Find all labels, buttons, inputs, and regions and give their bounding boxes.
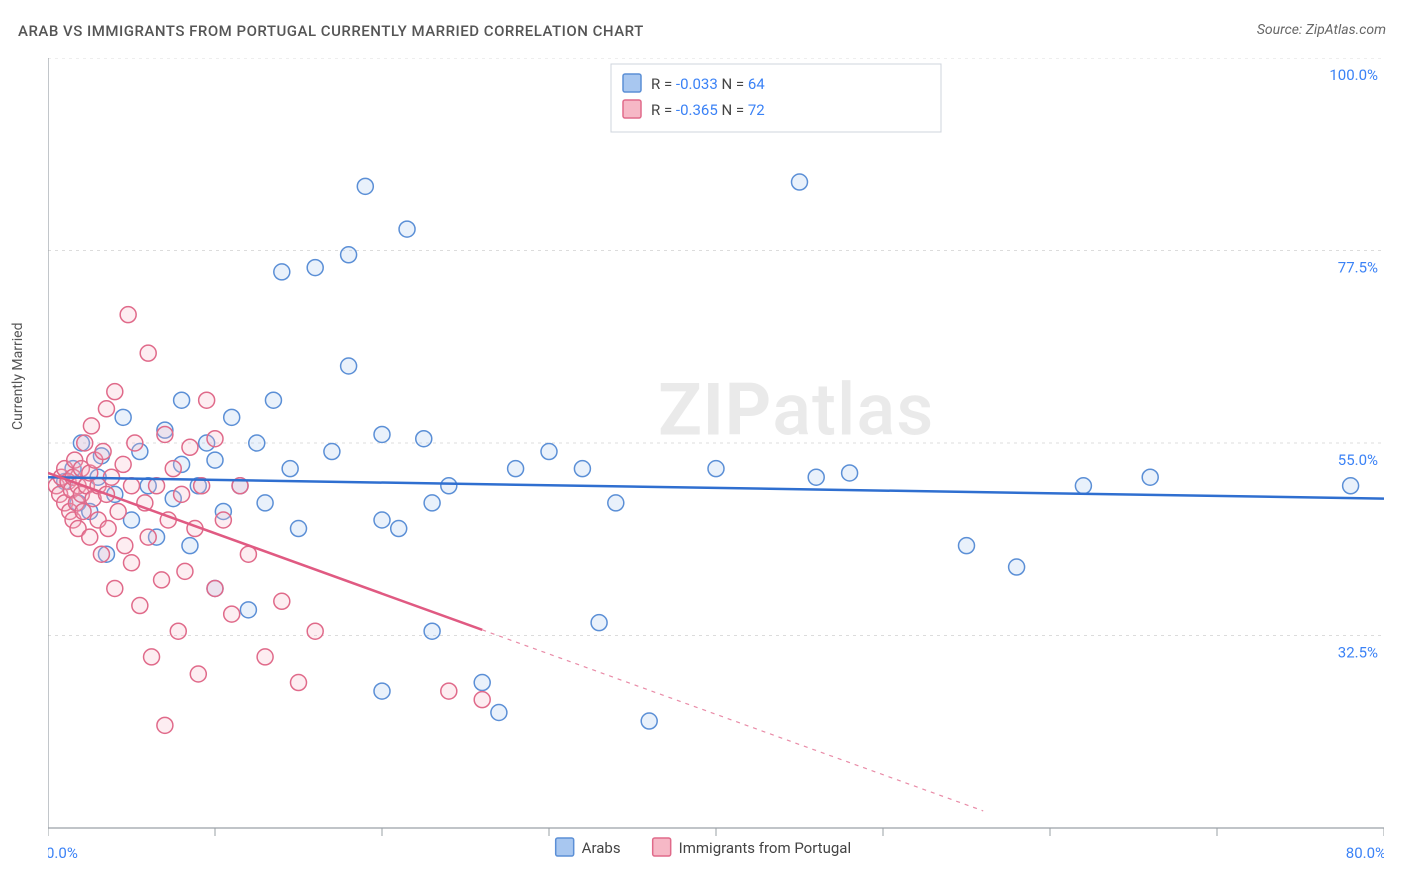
svg-text:0.0%: 0.0% [48,844,78,862]
svg-text:77.5%: 77.5% [1338,259,1378,277]
svg-text:Immigrants from Portugal: Immigrants from Portugal [679,839,851,857]
chart-area: 32.5%55.0%77.5%100.0%0.0%80.0%ZIPatlasR … [48,58,1384,828]
svg-text:R = -0.033 N = 64: R = -0.033 N = 64 [651,75,765,93]
svg-text:R = -0.365 N = 72: R = -0.365 N = 72 [651,101,765,119]
source-label: Source: [1257,22,1302,38]
svg-text:80.0%: 80.0% [1346,844,1384,862]
svg-text:32.5%: 32.5% [1338,644,1378,662]
svg-text:100.0%: 100.0% [1329,66,1378,84]
svg-text:Arabs: Arabs [582,839,621,857]
chart-source: Source: ZipAtlas.com [1257,22,1386,38]
svg-text:55.0%: 55.0% [1338,451,1378,469]
y-axis-label: Currently Married [10,323,26,430]
source-value: ZipAtlas.com [1306,22,1386,38]
chart-title: ARAB VS IMMIGRANTS FROM PORTUGAL CURRENT… [18,22,644,40]
svg-text:ZIPatlas: ZIPatlas [658,367,934,452]
scatter-chart-svg: 32.5% 55.0% 77.5% 100.0% 0.0% 80.0% ZIPatlas R … [48,58,1384,868]
